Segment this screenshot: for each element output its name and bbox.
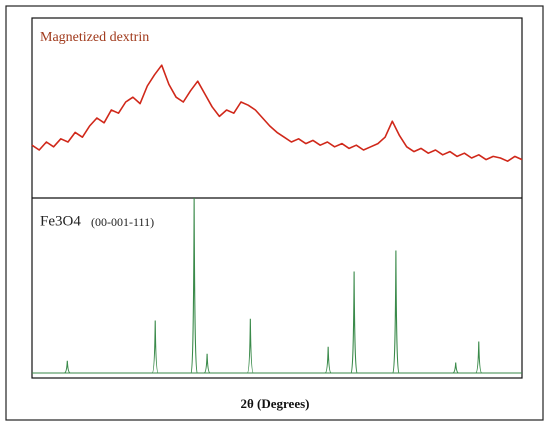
peak [452,362,459,374]
peak [203,353,211,374]
frame [5,5,544,421]
peak [151,320,159,374]
series-label: Magnetized dextrin [40,30,149,45]
peak [190,197,198,374]
peak [246,318,254,374]
data-line [31,64,523,162]
peak [475,341,483,374]
peak [350,271,358,374]
peak [392,250,400,374]
x-axis-label: 2θ (Degrees) [241,396,310,411]
peak [64,360,71,374]
series-label: Fe3O4 [40,213,81,229]
peak [324,346,332,374]
reference-label: (00-001-111) [91,215,154,229]
